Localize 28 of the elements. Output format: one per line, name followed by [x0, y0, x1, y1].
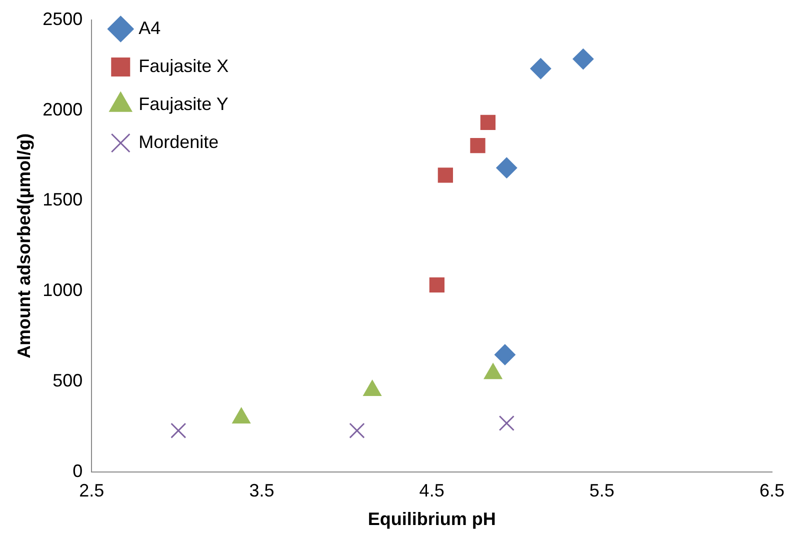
point: [496, 157, 518, 178]
point: [572, 48, 594, 70]
legend-label: Faujasite X: [138, 56, 229, 76]
x-tick-label: 3.5: [249, 480, 274, 501]
y-tick-label: 0: [72, 460, 83, 481]
y-axis-title: Amount adsorbed(μmol/g): [14, 133, 34, 358]
y-tick-label: 1500: [42, 190, 83, 210]
point: [470, 138, 486, 154]
x-tick-label: 5.5: [589, 480, 614, 501]
point: [530, 58, 552, 80]
y-tick-label: 2500: [42, 8, 83, 29]
x-tick-label: 4.5: [419, 480, 444, 501]
y-tick-label: 500: [52, 370, 83, 390]
point: [170, 422, 186, 438]
x-axis-title: Equilibrium pH: [368, 509, 496, 530]
point: [480, 114, 496, 130]
x-tick-label: 2.5: [79, 480, 104, 501]
y-tick-label: 1000: [42, 280, 83, 300]
legend-label: Mordenite: [138, 132, 219, 152]
point: [498, 415, 514, 432]
point: [349, 422, 365, 438]
x-tick-label: 6.5: [759, 480, 785, 501]
legend-label: A4: [138, 18, 161, 38]
legend-label: Faujasite Y: [138, 94, 228, 114]
point: [429, 277, 444, 293]
point: [438, 168, 453, 183]
y-tick-label: 2000: [42, 99, 83, 120]
point: [494, 344, 516, 366]
